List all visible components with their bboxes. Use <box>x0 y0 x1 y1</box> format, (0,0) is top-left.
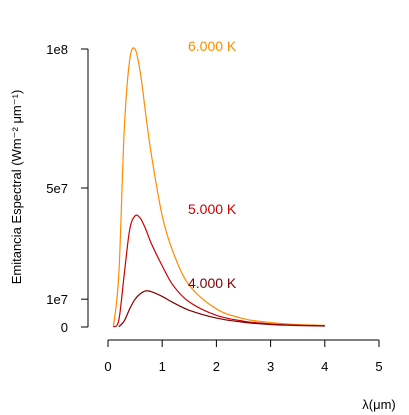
x-axis-title: λ(μm) <box>362 397 395 412</box>
series-layer <box>112 47 325 328</box>
series-label: 5.000 K <box>188 201 237 217</box>
y-tick-label: 1e8 <box>46 42 68 57</box>
x-tick-label: 1 <box>159 359 166 374</box>
y-tick-label: 0 <box>61 320 68 335</box>
y-axis: 0 1e7 5e7 1e8 <box>46 42 89 335</box>
series-label: 4.000 K <box>188 275 237 291</box>
series-line <box>118 290 325 328</box>
x-tick-label: 2 <box>213 359 220 374</box>
y-tick-label: 1e7 <box>46 292 68 307</box>
series-line <box>112 214 325 328</box>
x-tick-label: 3 <box>267 359 274 374</box>
series-label: 6.000 K <box>188 38 237 54</box>
x-tick-label: 4 <box>321 359 328 374</box>
x-tick-label: 0 <box>104 359 111 374</box>
series-labels: 6.000 K 5.000 K 4.000 K <box>188 38 237 291</box>
y-axis-title: Emitancia Espectral (Wm⁻² μm⁻¹) <box>9 90 24 285</box>
series-line <box>112 47 325 327</box>
x-axis: 0 1 2 3 4 5 <box>104 339 383 374</box>
y-tick-label: 5e7 <box>46 181 68 196</box>
x-tick-label: 5 <box>375 359 382 374</box>
